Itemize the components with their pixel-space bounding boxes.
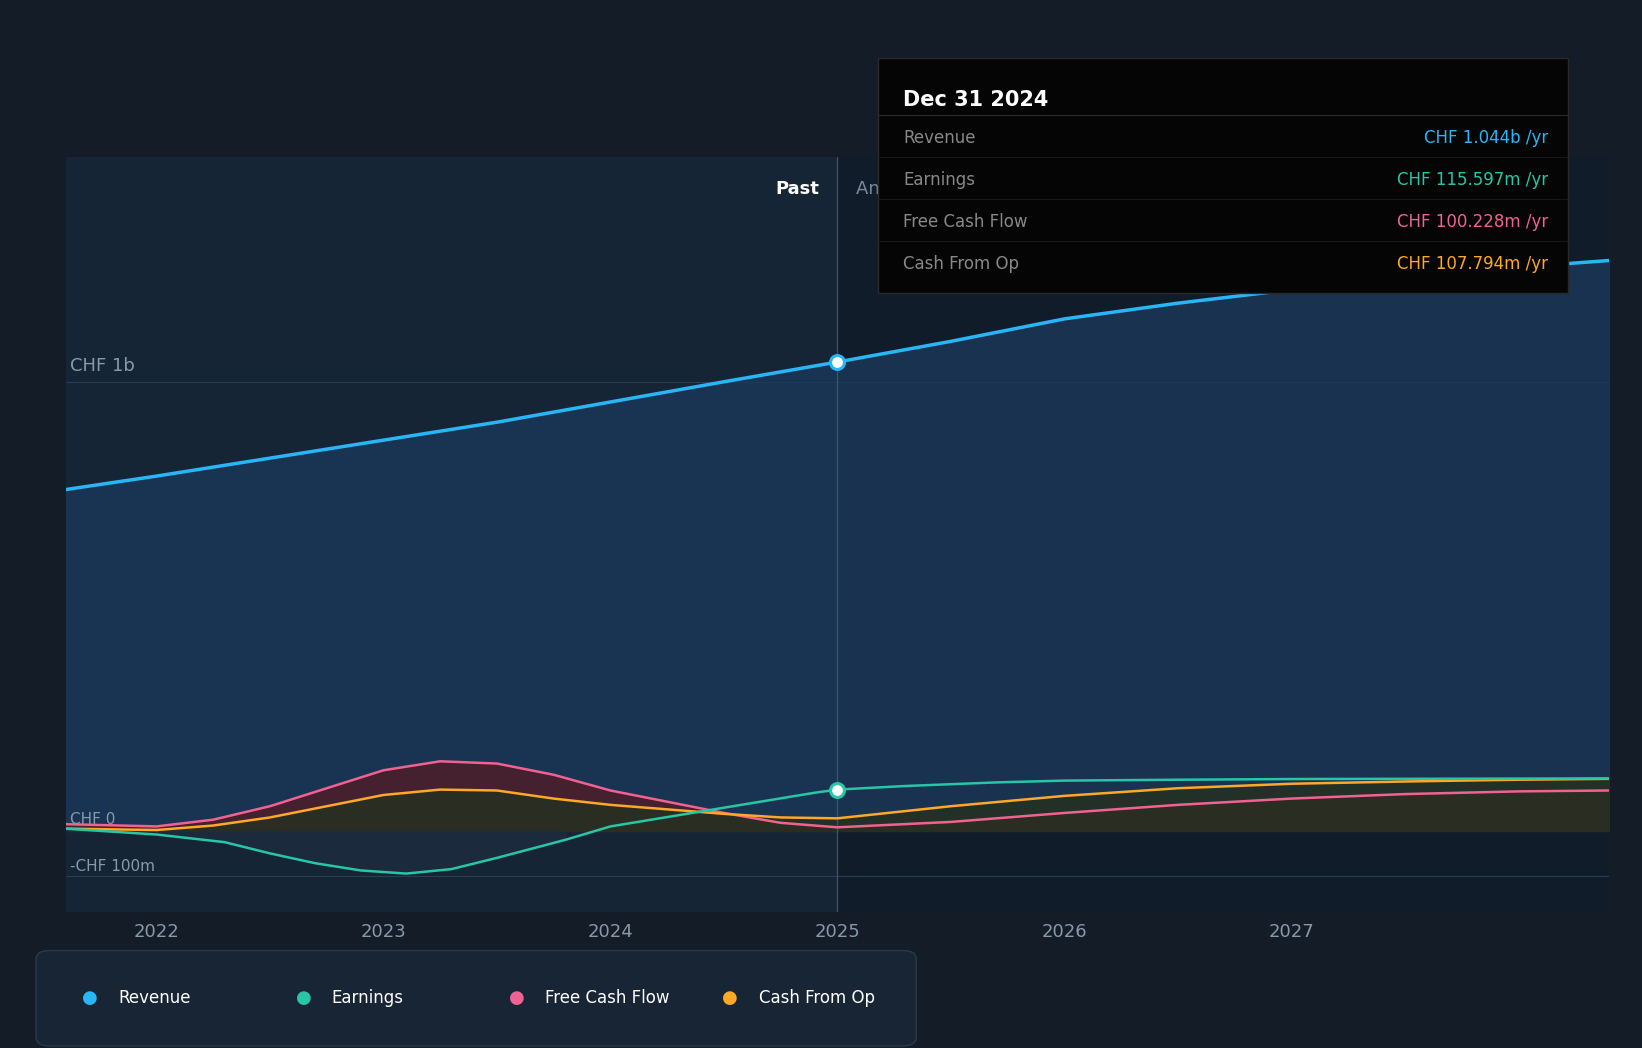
Text: CHF 115.597m /yr: CHF 115.597m /yr <box>1397 171 1548 190</box>
Text: Free Cash Flow: Free Cash Flow <box>545 989 670 1007</box>
Text: Earnings: Earnings <box>903 171 975 190</box>
Text: CHF 107.794m /yr: CHF 107.794m /yr <box>1397 255 1548 274</box>
Text: -CHF 100m: -CHF 100m <box>71 858 156 874</box>
Text: CHF 1b: CHF 1b <box>71 357 135 375</box>
Text: CHF 100.228m /yr: CHF 100.228m /yr <box>1397 213 1548 232</box>
Text: Analysts Forecasts: Analysts Forecasts <box>855 180 1023 198</box>
Text: Revenue: Revenue <box>118 989 190 1007</box>
Text: ●: ● <box>296 989 312 1007</box>
Text: CHF 1.044b /yr: CHF 1.044b /yr <box>1424 129 1548 148</box>
Text: Cash From Op: Cash From Op <box>759 989 875 1007</box>
Text: Earnings: Earnings <box>332 989 404 1007</box>
Text: CHF 0: CHF 0 <box>71 812 115 827</box>
Text: ●: ● <box>82 989 99 1007</box>
Text: Past: Past <box>775 180 819 198</box>
Text: ●: ● <box>722 989 739 1007</box>
Text: Free Cash Flow: Free Cash Flow <box>903 213 1028 232</box>
Text: Dec 31 2024: Dec 31 2024 <box>903 89 1049 110</box>
Bar <box>66 157 837 912</box>
Bar <box>837 157 1609 912</box>
Text: Revenue: Revenue <box>903 129 975 148</box>
Text: Cash From Op: Cash From Op <box>903 255 1020 274</box>
Text: ●: ● <box>509 989 525 1007</box>
